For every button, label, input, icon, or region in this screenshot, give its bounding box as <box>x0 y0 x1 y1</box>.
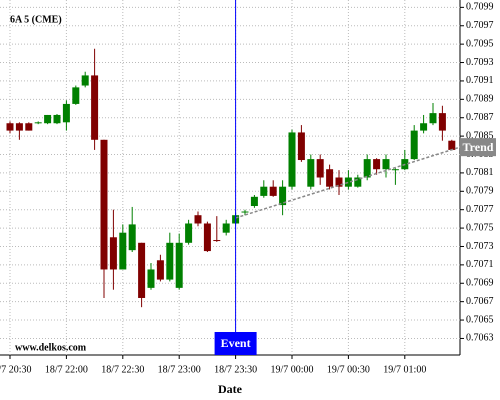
candle-body <box>391 169 399 171</box>
candle-body <box>147 269 155 288</box>
chart-title: 6A 5 (CME) <box>10 14 62 25</box>
candle-body <box>429 113 437 124</box>
candle-body <box>166 242 174 280</box>
x-tick-label: 18/7 23:00 <box>158 364 201 375</box>
candle-body <box>307 159 315 187</box>
y-tick-label: 0.7097 <box>466 20 494 31</box>
candle-body <box>81 75 89 86</box>
trend-label-box <box>460 138 496 157</box>
event-label: Event <box>221 336 251 350</box>
y-tick-label: 0.7071 <box>466 259 494 270</box>
candle-body <box>185 223 193 243</box>
x-tick-label: 18/7 22:30 <box>101 364 144 375</box>
y-tick-label: 0.7079 <box>466 186 494 197</box>
candle-body <box>175 242 183 288</box>
candle-body <box>194 215 202 224</box>
event-box <box>214 332 257 355</box>
candle-body <box>241 211 249 213</box>
x-axis-label: Date <box>218 382 243 396</box>
x-tick-label: 19/7 01:00 <box>383 364 426 375</box>
candle-body <box>250 196 258 207</box>
candle-body <box>44 114 52 124</box>
candle-body <box>297 132 305 161</box>
candle-body <box>410 130 418 160</box>
candle-body <box>15 123 23 131</box>
y-tick-label: 0.7093 <box>466 57 494 68</box>
x-tick-label: 19/7 00:00 <box>270 364 313 375</box>
y-tick-label: 0.7065 <box>466 314 494 325</box>
candle-body <box>213 240 221 242</box>
candle-body <box>279 186 287 206</box>
candle-body <box>260 186 268 196</box>
y-tick-label: 0.7063 <box>466 333 494 344</box>
candle-body <box>438 113 446 131</box>
y-tick-label: 0.7099 <box>466 2 494 13</box>
candle-body <box>156 260 164 280</box>
trend-label: Trend <box>463 140 494 154</box>
candle-body <box>203 223 211 252</box>
candle-body <box>420 123 428 131</box>
candle-body <box>316 159 324 178</box>
candle-body <box>288 132 296 187</box>
candle-body <box>354 177 362 187</box>
candle-body <box>335 177 343 187</box>
candle-body <box>269 186 277 196</box>
candle-body <box>53 114 61 124</box>
candle-body <box>222 223 230 233</box>
x-tick-label: 18/7 20:30 <box>0 364 32 375</box>
candle-body <box>100 139 108 270</box>
x-tick-label: 18/7 22:00 <box>45 364 88 375</box>
candle-body <box>373 159 381 170</box>
candle-body <box>109 237 117 270</box>
candle-body <box>62 103 70 123</box>
candle-body <box>72 87 80 104</box>
candle-body <box>6 123 14 131</box>
candle-body <box>119 232 127 270</box>
candle-body <box>34 122 42 124</box>
y-tick-label: 0.7073 <box>466 241 494 252</box>
x-tick-label: 18/7 23:30 <box>214 364 257 375</box>
candle-body <box>128 224 136 251</box>
y-tick-label: 0.7091 <box>466 75 494 86</box>
y-tick-label: 0.7069 <box>466 278 494 289</box>
y-tick-label: 0.7067 <box>466 296 494 307</box>
candle-body <box>344 177 352 187</box>
candle-body <box>326 169 334 187</box>
candle-body <box>91 75 99 140</box>
y-tick-label: 0.7081 <box>466 167 494 178</box>
candle-body <box>363 159 371 178</box>
x-tick-label: 19/7 00:30 <box>327 364 370 375</box>
candle-body <box>382 159 390 170</box>
y-tick-label: 0.7089 <box>466 94 494 105</box>
y-tick-label: 0.7095 <box>466 38 494 49</box>
trend-line <box>235 146 461 219</box>
y-tick-label: 0.7087 <box>466 112 494 123</box>
y-tick-label: 0.7077 <box>466 204 494 215</box>
candle-body <box>448 140 456 150</box>
y-tick-label: 0.7085 <box>466 130 494 141</box>
candle-body <box>138 242 146 298</box>
watermark: www.delkos.com <box>15 342 87 353</box>
candle-body <box>25 123 33 131</box>
y-tick-label: 0.7075 <box>466 222 494 233</box>
